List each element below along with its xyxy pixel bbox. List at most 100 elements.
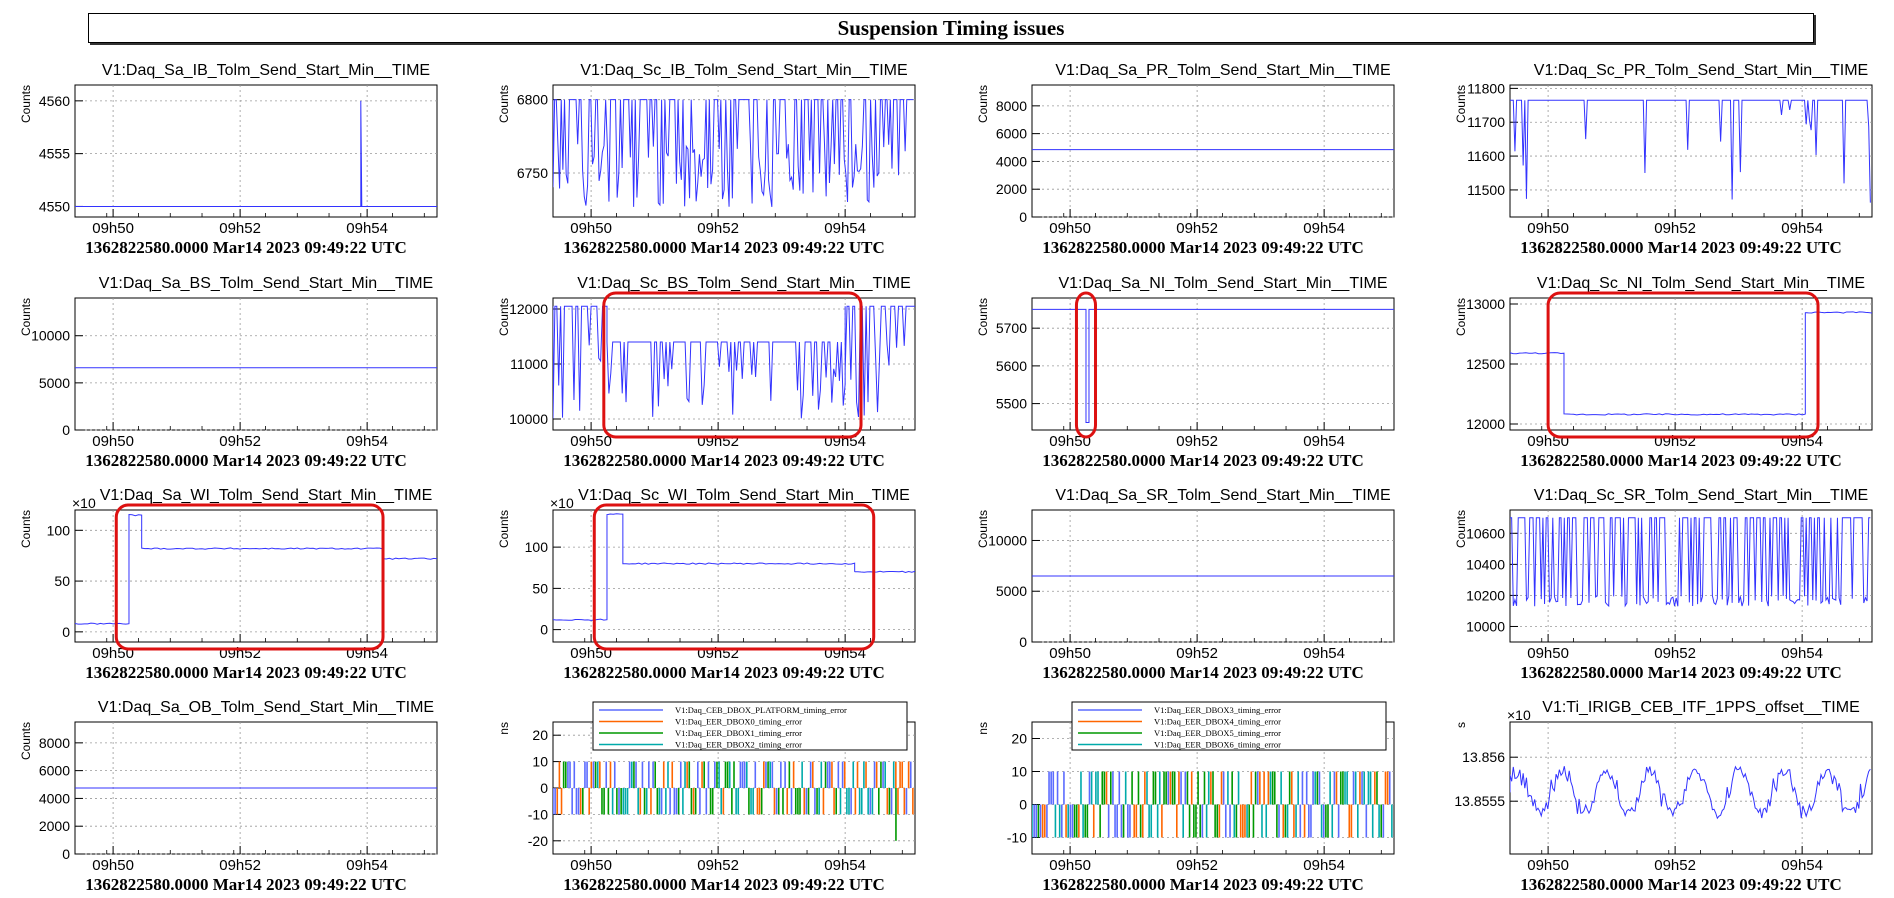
y-tick-label: 0 (540, 780, 548, 796)
x-tick-label: 09h52 (1176, 433, 1218, 450)
series-group (553, 99, 914, 207)
data-series-line (553, 513, 915, 621)
y-axis-label: Counts (19, 85, 33, 123)
y-tick-label: 6000 (39, 763, 70, 779)
chart-panel: 09h50 09h52 09h54 5500 5600 5700 V1:Daq_Sa_NI_… (976, 275, 1395, 470)
chart-title: V1:Daq_Sa_IB_Tolm_Send_Start_Min__TIME (102, 62, 430, 79)
y-axis-label: Counts (976, 85, 990, 123)
y-tick-label: 13.856 (1462, 749, 1505, 765)
chart-panel: 09h50 09h52 09h54 0 5000 10000 V1:Daq_Sa_SR_To… (976, 487, 1395, 682)
highlight-box (1074, 291, 1098, 439)
chart-panel: 09h50 09h52 09h54 6750 6800 V1:Daq_Sc_IB_Tolm… (497, 62, 916, 257)
y-tick-label: 10000 (509, 411, 548, 427)
highlight-box (114, 503, 385, 651)
chart-footer: 1362822580.0000 Mar14 2023 09:49:22 UTC (1520, 663, 1842, 682)
chart-panel: 09h50 09h52 09h54 0 5000 10000 V1:Daq_Sa_BS_To… (19, 275, 438, 470)
data-series-line (75, 100, 437, 207)
chart-title: V1:Daq_Sa_OB_Tolm_Send_Start_Min__TIME (98, 699, 434, 716)
data-series-line (1510, 517, 1871, 608)
y-tick-label: -10 (1007, 830, 1027, 846)
y-multiplier: ×10 (550, 495, 574, 511)
series-group (553, 761, 914, 841)
chart-panel: 09h50 09h52 09h54 13.8555 13.856 V1:Ti_IRIGB_… (1454, 699, 1873, 894)
highlight-box (1546, 291, 1820, 439)
y-tick-label: 12500 (1466, 356, 1505, 372)
x-tick-label: 09h50 (92, 220, 134, 237)
y-tick-label: 6000 (996, 126, 1027, 142)
data-series-line (553, 99, 914, 207)
x-tick-label: 09h54 (346, 433, 388, 450)
legend-entry: V1:Daq_EER_DBOX2_timing_error (675, 740, 802, 750)
highlight-box (592, 503, 876, 651)
y-tick-label: 10000 (1466, 618, 1505, 634)
chart-panel: 09h50 09h52 09h54120001250013000V1:Daq_Sc_… (1454, 275, 1873, 470)
x-tick-label: 09h50 (570, 857, 612, 874)
data-series-line (1510, 99, 1871, 203)
y-axis-label: Counts (19, 510, 33, 548)
y-tick-label: 100 (525, 539, 549, 555)
chart-panel: 09h50 09h52 09h54 10000 10200 10400 10600 V1:Da… (1454, 487, 1873, 682)
legend: V1:Daq_CEB_DBOX_PLATFORM_timing_error V1:… (592, 701, 908, 751)
y-tick-label: -10 (528, 806, 548, 822)
y-axis-label: ns (497, 722, 511, 735)
y-tick-label: 11000 (510, 356, 548, 372)
legend-entry: V1:Daq_EER_DBOX4_timing_error (1154, 717, 1281, 727)
x-tick-label: 09h54 (824, 220, 866, 237)
plot-frame (552, 509, 916, 643)
chart-panel: 09h50 09h52 09h54100001100012000V1:Daq_Sc_… (497, 275, 916, 470)
plot-frame (1031, 297, 1395, 431)
y-tick-label: 2000 (39, 818, 70, 834)
chart-footer: 1362822580.0000 Mar14 2023 09:49:22 UTC (563, 875, 885, 894)
chart-title: V1:Daq_Sa_WI_Tolm_Send_Start_Min__TIME (100, 487, 433, 504)
chart-title: V1:Daq_Sa_SR_Tolm_Send_Start_Min__TIME (1055, 487, 1390, 504)
x-tick-label: 09h54 (1303, 220, 1345, 237)
x-tick-label: 09h50 (92, 433, 134, 450)
page-title-box: Suspension Timing issues (88, 13, 1814, 43)
x-tick-label: 09h54 (1303, 433, 1345, 450)
y-axis-label: Counts (976, 298, 990, 336)
series-group (75, 100, 437, 207)
chart-footer: 1362822580.0000 Mar14 2023 09:49:22 UTC (1042, 238, 1364, 257)
chart-footer: 1362822580.0000 Mar14 2023 09:49:22 UTC (1042, 451, 1364, 470)
legend-entry: V1:Daq_CEB_DBOX_PLATFORM_timing_error (675, 705, 847, 715)
y-tick-label: 8000 (996, 98, 1027, 114)
y-tick-label: 13000 (1466, 296, 1505, 312)
chart-title: V1:Daq_Sa_PR_Tolm_Send_Start_Min__TIME (1055, 62, 1390, 79)
y-tick-label: 2000 (996, 181, 1027, 197)
legend-entry: V1:Daq_EER_DBOX1_timing_error (675, 728, 802, 738)
y-tick-label: 0 (540, 622, 548, 638)
x-tick-label: 09h52 (697, 220, 739, 237)
chart-footer: 1362822580.0000 Mar14 2023 09:49:22 UTC (85, 451, 407, 470)
chart-footer: 1362822580.0000 Mar14 2023 09:49:22 UTC (563, 238, 885, 257)
x-tick-label: 09h52 (1654, 220, 1696, 237)
y-tick-label: 20 (532, 727, 548, 743)
chart-panel: 09h50 09h52 09h54 11500 11600 11700 11800 V1:Da… (1454, 62, 1873, 257)
page-title: Suspension Timing issues (837, 16, 1065, 40)
chart-panel: 09h50 09h52 09h54 -10 0 10 20 ns 1362822580.0000… (976, 701, 1395, 894)
chart-footer: 1362822580.0000 Mar14 2023 09:49:22 UTC (85, 663, 407, 682)
y-tick-label: 4555 (39, 146, 70, 162)
x-tick-label: 09h50 (1527, 857, 1569, 874)
y-tick-label: 10200 (1466, 587, 1505, 603)
chart-title: V1:Daq_Sc_WI_Tolm_Send_Start_Min__TIME (578, 487, 910, 504)
chart-title: V1:Daq_Sa_BS_Tolm_Send_Start_Min__TIME (99, 275, 433, 292)
x-tick-label: 09h52 (219, 433, 261, 450)
y-tick-label: 50 (532, 580, 548, 596)
y-multiplier: ×10 (72, 495, 96, 511)
y-tick-label: 13.8555 (1454, 793, 1505, 809)
x-tick-label: 09h54 (1781, 645, 1823, 662)
y-axis-label: s (1454, 722, 1468, 728)
y-tick-label: 10600 (1466, 525, 1505, 541)
x-tick-label: 09h52 (219, 220, 261, 237)
chart-panel: 09h50 09h52 09h54 0 2000 4000 6000 8000 V1:Daq_S… (976, 62, 1395, 257)
chart-title: V1:Daq_Sa_NI_Tolm_Send_Start_Min__TIME (1058, 275, 1387, 292)
y-tick-label: 4550 (39, 198, 70, 214)
y-axis-label: Counts (497, 298, 511, 336)
highlight-box (602, 291, 863, 439)
x-tick-label: 09h52 (1654, 645, 1696, 662)
y-tick-label: 11800 (1467, 80, 1505, 96)
x-tick-label: 09h54 (346, 857, 388, 874)
y-multiplier: ×10 (1507, 707, 1531, 723)
x-tick-label: 09h54 (1303, 645, 1345, 662)
